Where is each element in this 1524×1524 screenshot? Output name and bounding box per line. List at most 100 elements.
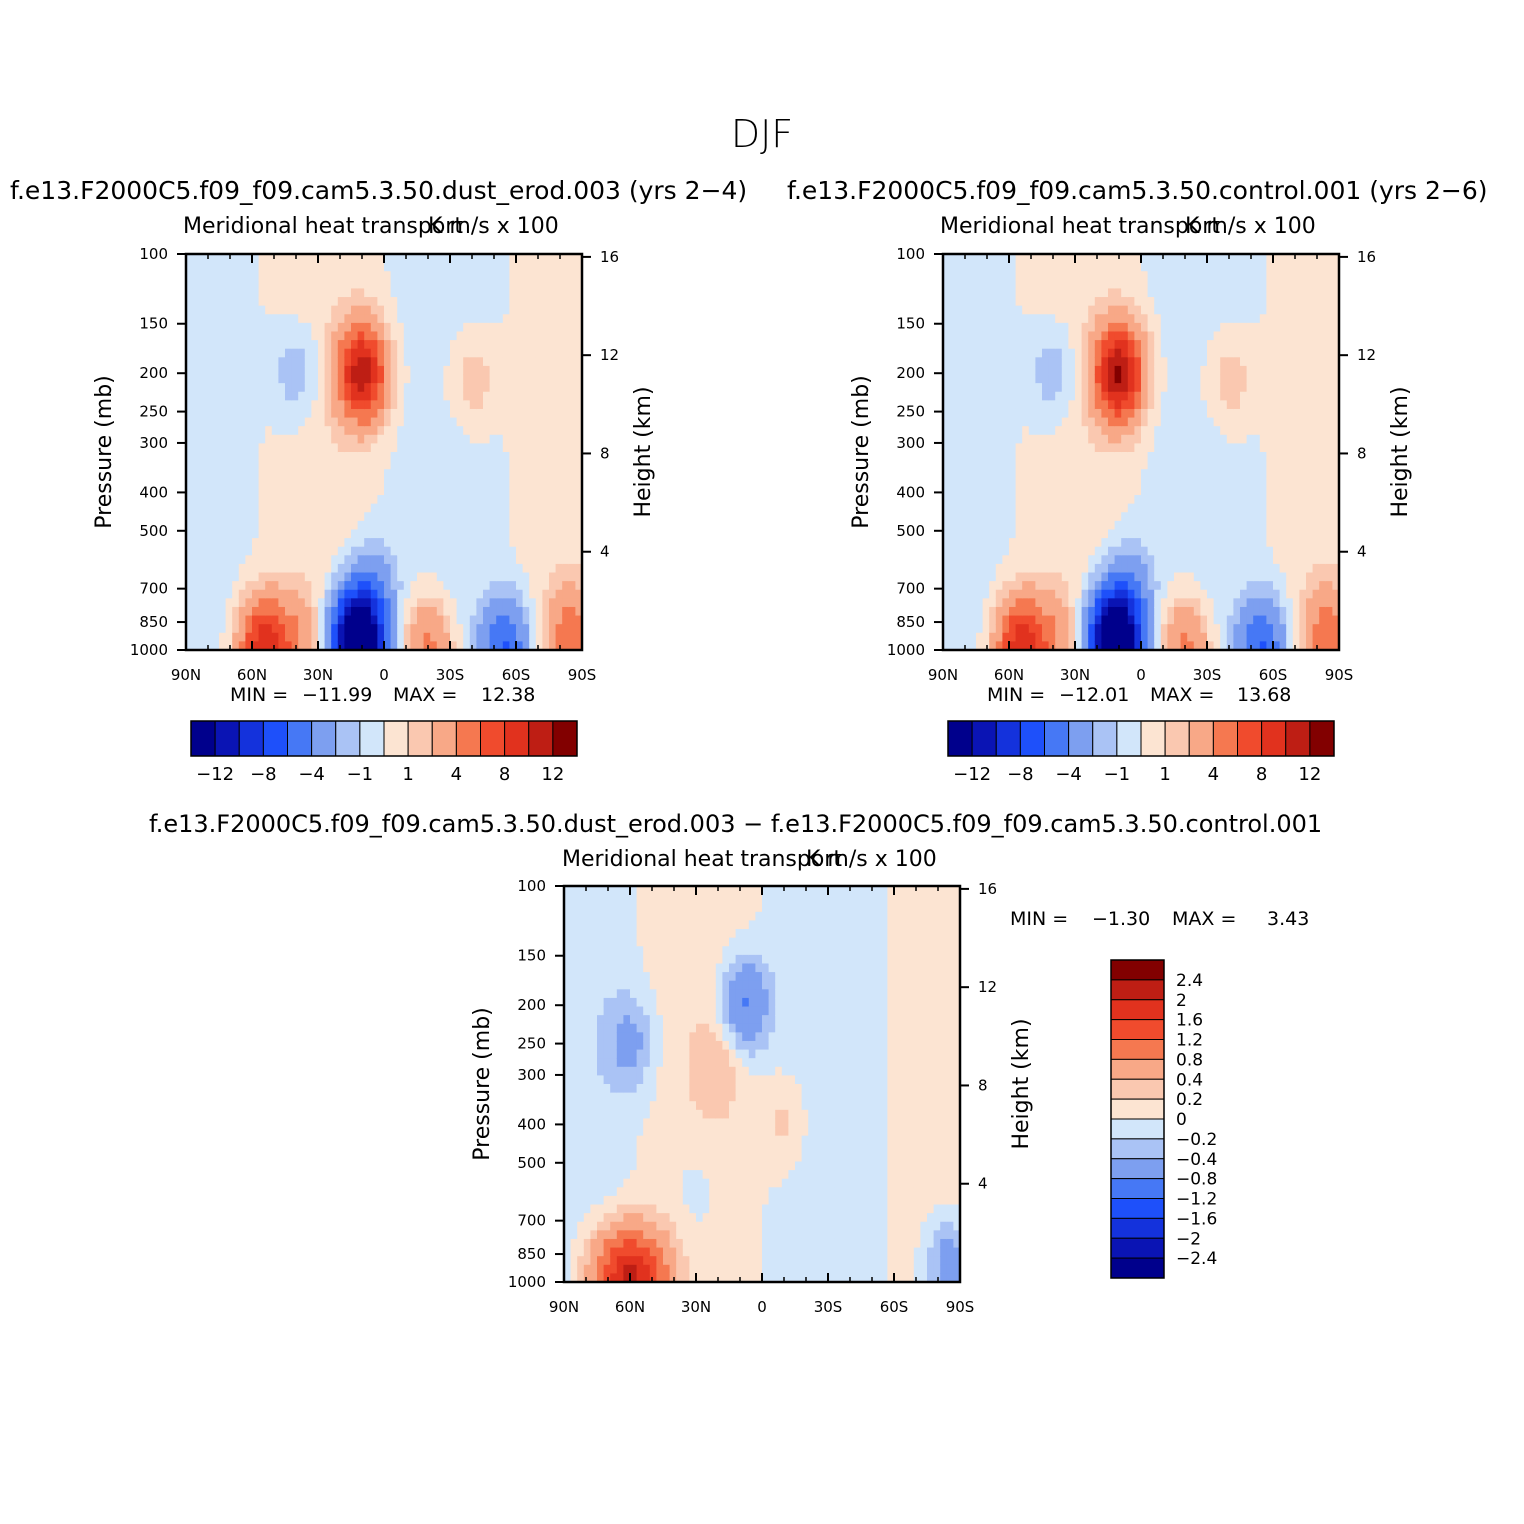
- field-cell: [291, 581, 299, 591]
- field-cell: [344, 340, 352, 350]
- field-cell: [1002, 374, 1010, 384]
- field-cell: [417, 624, 425, 634]
- field-cell: [989, 314, 997, 324]
- field-cell: [1240, 391, 1248, 401]
- field-cell: [212, 383, 220, 393]
- field-cell: [252, 572, 260, 582]
- field-cell: [324, 400, 332, 410]
- field-cell: [1160, 512, 1168, 522]
- field-cell: [1220, 400, 1228, 410]
- field-cell: [370, 434, 378, 444]
- field-cell: [1042, 365, 1050, 376]
- field-cell: [562, 452, 570, 462]
- field-cell: [304, 365, 312, 376]
- field-cell: [423, 434, 431, 444]
- field-cell: [1055, 615, 1063, 625]
- field-cell: [456, 314, 464, 324]
- field-cell: [417, 477, 425, 488]
- field-cell: [351, 581, 359, 591]
- field-cell: [995, 254, 1003, 264]
- field-cell: [1127, 357, 1135, 367]
- field-cell: [976, 305, 984, 315]
- field-cell: [489, 331, 497, 341]
- field-cell: [1101, 512, 1109, 522]
- field-cell: [483, 391, 491, 401]
- field-cell: [390, 374, 398, 384]
- field-cell: [1035, 314, 1043, 324]
- field-cell: [403, 331, 411, 341]
- field-cell: [949, 469, 957, 479]
- field-cell: [476, 262, 484, 272]
- field-cell: [199, 297, 207, 307]
- field-cell: [344, 383, 352, 393]
- field-cell: [943, 512, 951, 522]
- field-cell: [562, 589, 570, 599]
- field-cell: [535, 391, 543, 401]
- field-cell: [219, 452, 227, 462]
- field-cell: [1055, 589, 1063, 599]
- field-cell: [205, 314, 213, 324]
- field-cell: [232, 305, 240, 315]
- field-cell: [377, 288, 385, 298]
- field-cell: [1207, 348, 1215, 358]
- field-cell: [1174, 374, 1182, 384]
- field-cell: [436, 331, 444, 341]
- field-cell: [1193, 452, 1201, 462]
- field-cell: [258, 452, 266, 462]
- field-cell: [331, 589, 339, 599]
- field-cell: [199, 443, 207, 453]
- field-cell: [1226, 288, 1234, 298]
- field-cell: [1180, 340, 1188, 350]
- field-cell: [225, 340, 233, 350]
- field-cell: [1114, 477, 1122, 488]
- field-cell: [555, 434, 563, 444]
- field-cell: [522, 546, 530, 556]
- field-cell: [1147, 271, 1155, 281]
- field-cell: [357, 426, 365, 436]
- field-cell: [186, 563, 194, 574]
- field-cell: [943, 486, 951, 496]
- field-cell: [1108, 624, 1116, 634]
- field-cell: [1048, 615, 1056, 625]
- field-cell: [232, 555, 240, 565]
- field-cell: [318, 520, 326, 531]
- field-cell: [516, 279, 524, 290]
- field-cell: [995, 357, 1003, 367]
- field-cell: [1022, 538, 1030, 548]
- field-cell: [397, 555, 405, 565]
- field-cell: [252, 624, 260, 634]
- field-cell: [1127, 314, 1135, 324]
- field-cell: [1075, 262, 1083, 272]
- field-cell: [1015, 340, 1023, 350]
- field-cell: [483, 408, 491, 419]
- field-cell: [225, 391, 233, 401]
- field-cell: [456, 520, 464, 531]
- field-cell: [423, 365, 431, 376]
- field-cell: [278, 434, 286, 444]
- field-cell: [943, 383, 951, 393]
- field-cell: [1114, 529, 1122, 539]
- field-cell: [1134, 460, 1142, 470]
- field-cell: [1009, 581, 1017, 591]
- field-cell: [252, 426, 260, 436]
- field-cell: [291, 443, 299, 453]
- field-cell: [1048, 426, 1056, 436]
- field-cell: [1068, 408, 1076, 419]
- field-cell: [1081, 288, 1089, 298]
- field-cell: [1213, 288, 1221, 298]
- field-cell: [430, 624, 438, 634]
- y-tick-label: 700: [139, 580, 168, 598]
- field-cell: [1015, 520, 1023, 531]
- field-cell: [516, 477, 524, 488]
- field-cell: [337, 563, 345, 574]
- field-cell: [205, 529, 213, 539]
- field-cell: [1081, 340, 1089, 350]
- field-cell: [245, 469, 253, 479]
- field-cell: [1160, 305, 1168, 315]
- field-cell: [397, 529, 405, 539]
- field-cell: [265, 271, 273, 281]
- field-cell: [304, 357, 312, 367]
- field-cell: [225, 538, 233, 548]
- field-cell: [304, 383, 312, 393]
- field-cell: [1121, 426, 1129, 436]
